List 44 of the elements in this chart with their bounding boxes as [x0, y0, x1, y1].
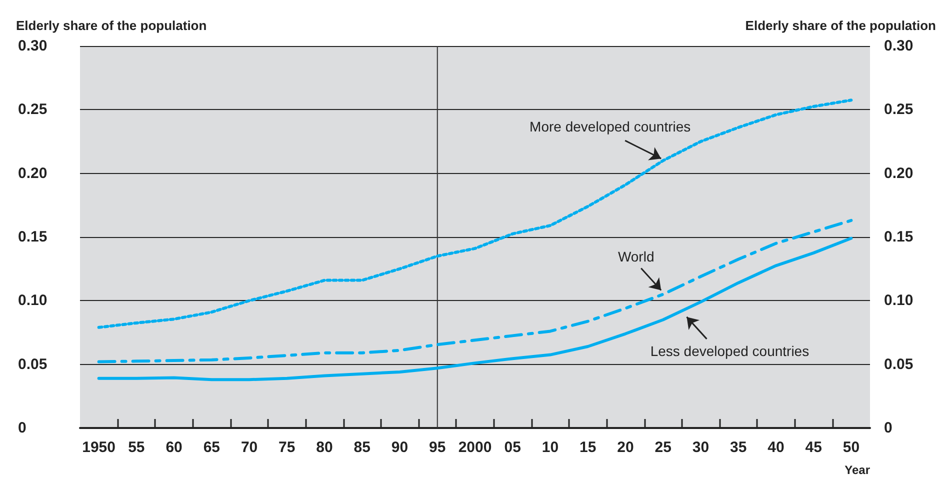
y2-axis-title: Elderly share of the population	[745, 18, 936, 33]
x-tick-label: 10	[542, 439, 559, 456]
y-tick-label: 0	[18, 420, 26, 436]
x-tick-label: 40	[768, 439, 784, 456]
x-tick-label: 05	[504, 439, 521, 456]
x-tick-label: 30	[692, 439, 710, 456]
y2-tick-label: 0.05	[884, 356, 914, 373]
x-tick-label: 80	[316, 439, 333, 456]
y-tick-label: 0.10	[18, 292, 48, 310]
y2-tick-label: 0.10	[884, 292, 914, 310]
x-tick-label: 95	[429, 439, 446, 456]
y2-tick-label: 0.20	[884, 164, 914, 182]
x-tick-label: 75	[278, 439, 296, 456]
y2-tick-label: 0.25	[884, 101, 914, 118]
x-tick-label: 65	[203, 439, 220, 456]
x-tick-label: 50	[842, 439, 860, 456]
line-series	[97, 236, 853, 382]
x-tick-label: 60	[166, 439, 182, 456]
line-series	[97, 218, 853, 364]
y-axis-title: Elderly share of the population	[16, 18, 207, 33]
x-tick-label: 90	[391, 439, 408, 456]
y-tick-label: 0.15	[18, 228, 48, 246]
x-tick-label: 15	[580, 439, 596, 456]
x-tick-label: 2000	[458, 439, 492, 456]
x-tick-label: 1950	[82, 439, 116, 456]
x-tick-label: 25	[654, 439, 672, 456]
y-tick-label: 0.05	[18, 356, 48, 373]
series-label: More developed countries	[530, 118, 691, 135]
y-tick-label: 0.25	[18, 101, 48, 118]
x-tick-label: 70	[240, 439, 258, 456]
x-axis-title: Year	[844, 463, 870, 477]
series-label: Less developed countries	[650, 342, 810, 359]
x-tick-label: 85	[354, 439, 370, 456]
y-tick-label: 0.30	[18, 38, 48, 54]
line-series	[97, 98, 853, 329]
y2-tick-label: 0	[884, 420, 892, 436]
y-tick-label: 0.20	[18, 164, 48, 182]
y2-tick-label: 0.15	[884, 228, 914, 246]
x-tick-label: 55	[128, 439, 145, 456]
x-tick-label: 45	[805, 439, 822, 456]
text: World	[618, 248, 654, 264]
x-tick-label: 35	[730, 439, 747, 456]
y2-tick-label: 0.30	[884, 38, 914, 54]
x-tick-label: 20	[617, 439, 634, 456]
